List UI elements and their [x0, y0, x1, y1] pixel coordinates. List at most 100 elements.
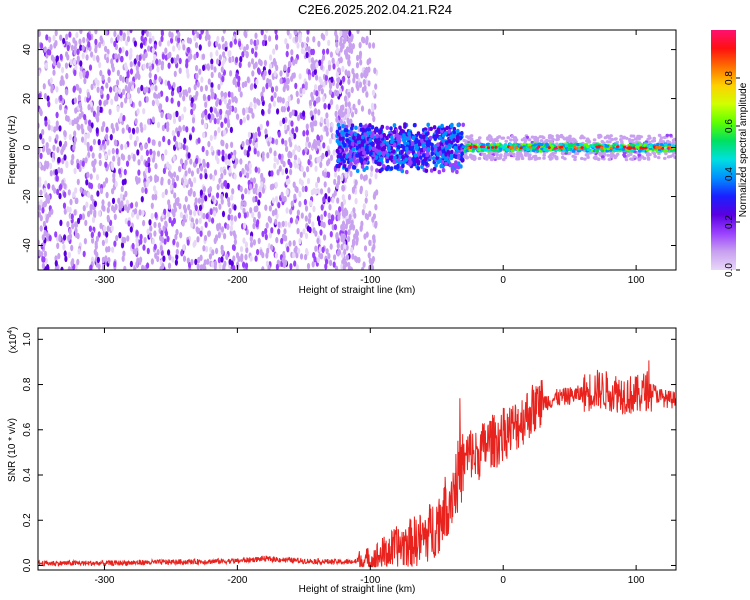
heatmap-cell: [182, 89, 186, 96]
heatmap-cell: [273, 155, 277, 163]
heatmap-cell: [568, 137, 572, 141]
y-tick-label: 0: [22, 144, 33, 150]
heatmap-cell: [182, 44, 186, 51]
heatmap-cell: [316, 256, 320, 264]
heatmap-cell: [135, 260, 139, 268]
heatmap-cell: [174, 57, 178, 65]
heatmap-cell: [182, 124, 186, 132]
heatmap-cell: [567, 151, 572, 155]
heatmap-cell: [297, 247, 301, 255]
heatmap-cell: [54, 231, 58, 238]
heatmap-cell: [422, 146, 427, 152]
heatmap-cell: [145, 96, 149, 103]
heatmap-cell: [441, 154, 445, 159]
heatmap-cell: [154, 176, 158, 184]
heatmap-cell: [43, 46, 47, 53]
heatmap-cell: [58, 104, 63, 111]
heatmap-marks: [38, 30, 676, 270]
heatmap-cell: [229, 126, 233, 134]
heatmap-cell: [137, 169, 141, 176]
heatmap-cell: [124, 217, 128, 225]
heatmap-cell: [73, 167, 77, 175]
heatmap-cell: [327, 196, 331, 203]
heatmap-cell: [178, 67, 182, 74]
heatmap-cell: [335, 138, 340, 144]
heatmap-cell: [248, 162, 252, 170]
heatmap-cell: [409, 146, 414, 152]
heatmap-cell: [204, 101, 208, 108]
heatmap-cell: [272, 48, 276, 55]
heatmap-cell: [62, 243, 66, 251]
heatmap-cell: [273, 60, 277, 67]
heatmap-cell: [202, 94, 207, 102]
heatmap-cell: [460, 131, 464, 136]
heatmap-cell: [206, 161, 210, 169]
heatmap-cell: [131, 242, 135, 250]
heatmap-cell: [58, 192, 62, 200]
heatmap-cell: [62, 202, 67, 209]
heatmap-cell: [628, 146, 632, 150]
heatmap-cell: [602, 141, 606, 145]
heatmap-cell: [226, 118, 230, 125]
heatmap-cell: [350, 111, 355, 118]
snr-series-line: [38, 360, 676, 568]
heatmap-cell: [323, 103, 327, 110]
heatmap-cell: [452, 126, 457, 132]
heatmap-cell: [96, 56, 100, 63]
heatmap-cell: [213, 260, 218, 267]
heatmap-cell: [347, 70, 351, 77]
heatmap-cell: [216, 192, 220, 199]
heatmap-cell: [233, 38, 237, 45]
heatmap-cell: [52, 144, 56, 151]
heatmap-cell: [256, 39, 260, 46]
heatmap-cell: [265, 222, 269, 229]
heatmap-cell: [313, 100, 317, 107]
heatmap-cell: [549, 153, 554, 157]
heatmap-cell: [233, 173, 237, 180]
heatmap-cell: [349, 130, 353, 135]
heatmap-cell: [224, 117, 228, 124]
heatmap-cell: [288, 60, 292, 68]
heatmap-cell: [332, 149, 336, 156]
heatmap-cell: [249, 183, 253, 190]
heatmap-cell: [358, 122, 363, 128]
heatmap-cell: [373, 138, 378, 143]
heatmap-cell: [252, 196, 256, 203]
heatmap-cell: [321, 54, 326, 61]
heatmap-cell: [167, 138, 171, 146]
heatmap-cell: [65, 161, 69, 169]
heatmap-cell: [200, 76, 204, 83]
heatmap-cell: [56, 61, 60, 68]
heatmap-cell: [220, 226, 225, 233]
heatmap-cell: [310, 63, 314, 70]
heatmap-cell: [230, 141, 234, 148]
heatmap-cell: [144, 142, 148, 150]
heatmap-cell: [338, 136, 343, 141]
heatmap-cell: [43, 187, 47, 194]
heatmap-cell: [403, 122, 407, 127]
heatmap-cell: [52, 69, 56, 76]
heatmap-cell: [596, 157, 601, 161]
heatmap-cell: [166, 211, 171, 218]
heatmap-cell: [225, 142, 229, 150]
heatmap-cell: [176, 241, 180, 248]
heatmap-cell: [141, 30, 145, 36]
heatmap-cell: [177, 141, 182, 149]
heatmap-cell: [239, 118, 243, 126]
heatmap-cell: [235, 158, 239, 165]
heatmap-cell: [77, 124, 81, 131]
heatmap-cell: [249, 101, 253, 109]
heatmap-cell: [281, 195, 285, 202]
heatmap-cell: [295, 186, 299, 194]
heatmap-cell: [344, 108, 348, 115]
heatmap-cell: [411, 156, 416, 162]
heatmap-cell: [516, 157, 521, 161]
heatmap-cell: [95, 127, 99, 134]
heatmap-cell: [290, 120, 294, 127]
heatmap-cell: [290, 200, 294, 207]
heatmap-cell: [314, 108, 318, 115]
heatmap-cell: [91, 237, 95, 244]
heatmap-cell: [337, 125, 342, 131]
heatmap-cell: [92, 161, 96, 168]
heatmap-cell: [74, 263, 78, 270]
